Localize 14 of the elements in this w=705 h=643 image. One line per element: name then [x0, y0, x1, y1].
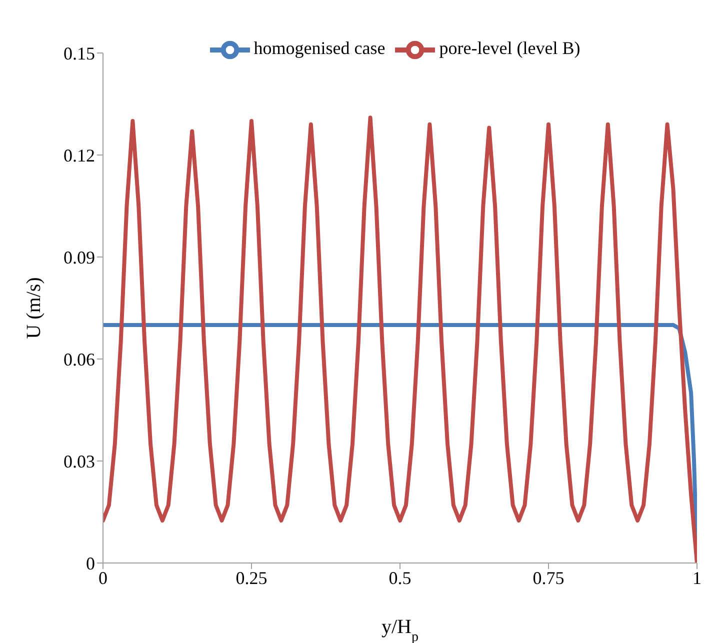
x-tick-label: 0.5 — [388, 568, 412, 588]
x-tick-label: 0.75 — [532, 568, 564, 588]
y-tick-label: 0.06 — [64, 349, 95, 370]
y-tick-label: 0.12 — [64, 145, 95, 166]
x-tick-label: 0 — [98, 568, 108, 588]
y-tick-label: 0 — [86, 553, 95, 574]
y-tick-label: 0.15 — [64, 43, 95, 64]
legend-label: homogenised case — [254, 38, 386, 58]
y-tick-label: 0.09 — [64, 247, 95, 268]
legend-label: pore-level (level B) — [439, 38, 580, 58]
y-tick-label: 0.03 — [64, 451, 95, 472]
y-axis-title: U (m/s) — [23, 277, 45, 339]
x-tick-label: 1 — [692, 568, 702, 588]
x-tick-label: 0.25 — [236, 568, 268, 588]
